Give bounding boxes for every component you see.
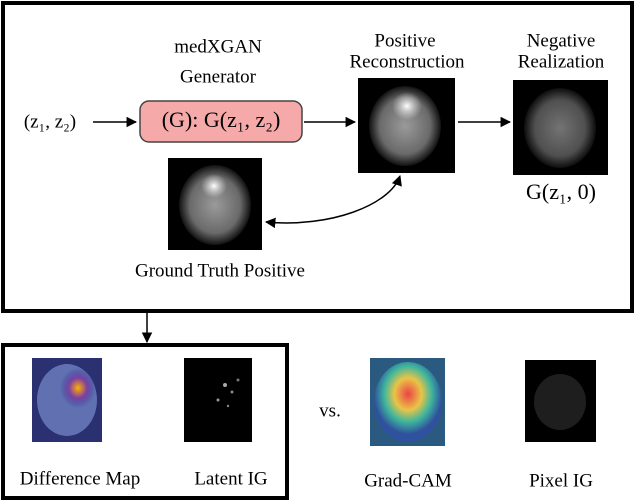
negative-formula: G(z₁, 0) xyxy=(526,179,596,204)
ground-truth-label: Ground Truth Positive xyxy=(135,260,305,281)
positive-image xyxy=(358,78,455,173)
ground-truth-image xyxy=(168,158,262,250)
input-label: (z₁, z₂) xyxy=(24,111,76,132)
grad-cam-image xyxy=(370,358,445,446)
generator-label: (G): G(z₁, z₂) xyxy=(162,107,281,132)
difference-map-image xyxy=(32,358,102,442)
generator-title: Generator xyxy=(180,66,257,87)
latent-ig-image xyxy=(184,358,252,442)
positive-title: Positive xyxy=(374,30,435,51)
generator-frame xyxy=(1,1,634,313)
compare-arrow xyxy=(264,175,402,229)
vs-label: vs. xyxy=(319,400,341,421)
pixel-ig-label: Pixel IG xyxy=(529,470,593,491)
positive-title: Reconstruction xyxy=(349,51,465,72)
latent-ig-label: Latent IG xyxy=(194,468,268,489)
explanation-frame xyxy=(1,343,289,500)
negative-title: Negative xyxy=(527,30,596,51)
pixel-ig-image xyxy=(525,360,596,442)
negative-image xyxy=(513,80,608,175)
generator-title: medXGAN xyxy=(174,36,262,57)
difference-map-label: Difference Map xyxy=(20,468,140,489)
generator-box xyxy=(139,100,303,143)
grad-cam-label: Grad-CAM xyxy=(364,470,452,491)
negative-title: Realization xyxy=(518,51,605,72)
